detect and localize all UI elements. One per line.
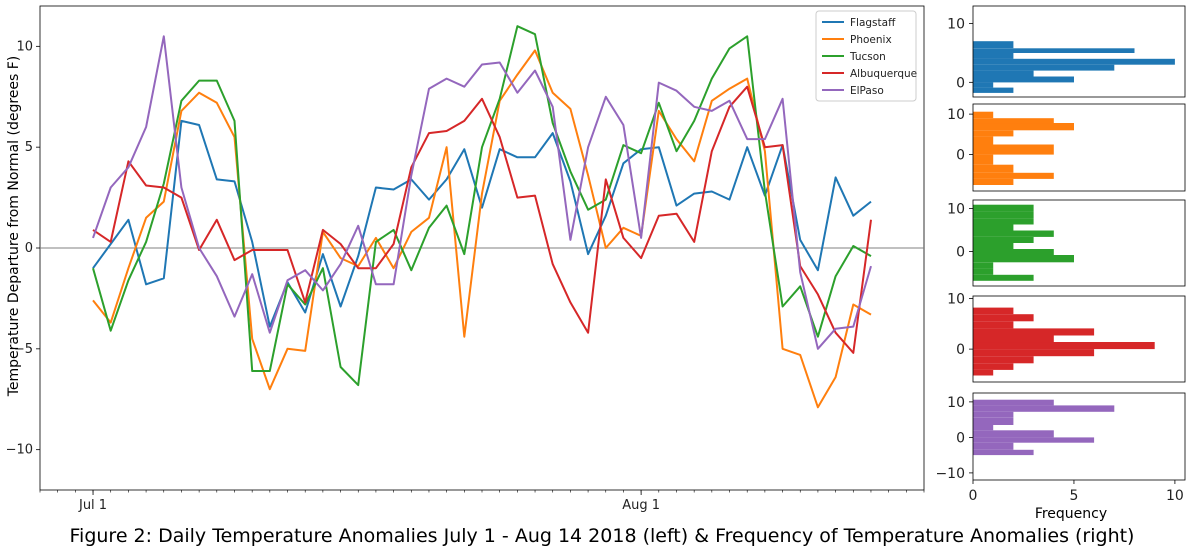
histogram-bar: [973, 58, 1175, 65]
histogram-y-tick-label: 10: [947, 292, 965, 308]
x-tick-label: Jul 1: [78, 498, 107, 513]
histogram-bar: [973, 230, 1054, 237]
y-axis-label: Temperature Departure from Normal (degre…: [6, 56, 22, 398]
histogram-frame: [972, 199, 1186, 287]
histogram-frame: [972, 103, 1186, 192]
y-tick-label: −10: [6, 443, 33, 458]
histogram-bar: [973, 328, 1095, 336]
legend-label: ElPaso: [850, 85, 884, 97]
x-tick-label: Aug 1: [622, 498, 660, 513]
series-line-albuquerque: [92, 85, 872, 354]
histogram-bar: [973, 430, 1054, 438]
series-line-phoenix: [92, 49, 872, 409]
histogram-x-tick-label: 5: [1069, 488, 1078, 504]
histogram-bar: [973, 204, 1034, 212]
y-tick-label: −5: [14, 342, 33, 357]
histogram-bar: [973, 399, 1054, 406]
histogram-bar: [973, 48, 1135, 53]
histogram-bar: [973, 41, 1014, 49]
histogram-bar: [973, 363, 1014, 370]
histogram-y-tick-label: 10: [947, 107, 965, 123]
histogram-y-tick-label: 0: [956, 148, 965, 164]
histogram-bar: [973, 255, 1074, 263]
series-line-elpaso: [92, 35, 872, 350]
histogram-bar: [973, 342, 1155, 350]
histogram-bar: [973, 70, 1034, 77]
histogram-bar: [973, 218, 1034, 225]
histogram-y-tick-label: 10: [947, 202, 965, 218]
y-tick-label: 10: [16, 39, 33, 54]
histogram-bar: [973, 307, 1014, 315]
histogram-bar: [973, 237, 1034, 243]
histogram-bar: [973, 130, 1014, 137]
histogram-x-tick-label: 0: [969, 488, 978, 504]
series-line-flagstaff: [92, 119, 872, 328]
histogram-bar: [973, 243, 1014, 249]
histogram-bar: [973, 321, 1014, 329]
histogram-bar: [973, 164, 1014, 173]
histogram-y-tick-label: 0: [956, 430, 965, 446]
line-chart: −10 −5 0 5 10 Jul 1 Aug 1 Flagstaff Phoenix Tucso…: [6, 5, 925, 513]
histogram-bar: [973, 64, 1115, 71]
legend-label: Albuquerque: [850, 68, 917, 80]
histogram-bar: [973, 417, 1014, 425]
histogram-y-tick-label: 0: [956, 245, 965, 261]
histogram-bar: [973, 136, 994, 145]
histogram-bar: [973, 437, 1095, 443]
histogram-bar: [973, 411, 1014, 418]
histogram-bar: [973, 178, 1014, 185]
histogram-bar: [973, 356, 1034, 364]
histogram-bar: [973, 144, 1054, 155]
histogram-x-tick-label: 10: [1166, 488, 1184, 504]
figure-caption: Figure 2: Daily Temperature Anomalies Ju…: [70, 525, 1135, 547]
histogram-bar: [973, 154, 994, 165]
histogram-bar: [973, 111, 994, 119]
legend-label: Flagstaff: [850, 17, 896, 29]
histogram-bar: [973, 211, 1034, 218]
legend-label: Tucson: [849, 51, 886, 63]
histogram-bar: [973, 405, 1115, 412]
histogram-bar: [973, 442, 1014, 450]
histogram-bar: [973, 249, 1054, 255]
histogram-x-axis-label: Frequency: [1035, 506, 1107, 522]
histogram-y-tick-label: −10: [935, 466, 965, 482]
histogram-bar: [973, 349, 1095, 357]
histogram-bar: [973, 449, 1034, 456]
histogram-y-tick-label: 10: [947, 395, 965, 411]
series-line-tucson: [92, 25, 872, 387]
histogram-bar: [973, 425, 994, 431]
histogram-bar: [973, 268, 994, 275]
histogram-bar: [973, 172, 1054, 179]
histogram-y-tick-label: 10: [947, 17, 965, 33]
histogram-frame: [972, 295, 1186, 383]
histogram-bar: [973, 335, 1054, 343]
histogram-bar: [973, 123, 1074, 131]
legend-box: [815, 10, 917, 102]
histogram-bar: [973, 87, 1014, 93]
histogram-bar: [973, 262, 994, 269]
histogram-bar: [973, 224, 1014, 231]
y-tick-label: 5: [25, 140, 33, 155]
histogram-bar: [973, 118, 1054, 124]
y-tick-label: 0: [25, 241, 33, 256]
histogram-bar: [973, 76, 1074, 83]
histogram-frame: [972, 5, 1186, 98]
histogram-bar: [973, 369, 994, 376]
histogram-y-tick-label: 0: [956, 75, 965, 91]
histogram-bar: [973, 314, 1034, 322]
histogram-bar: [973, 274, 1034, 281]
histogram-frame: [972, 392, 1186, 481]
legend-label: Phoenix: [850, 34, 892, 46]
histogram-y-tick-label: 0: [956, 342, 965, 358]
histogram-bar: [973, 53, 1014, 59]
histogram-bar: [973, 82, 994, 88]
